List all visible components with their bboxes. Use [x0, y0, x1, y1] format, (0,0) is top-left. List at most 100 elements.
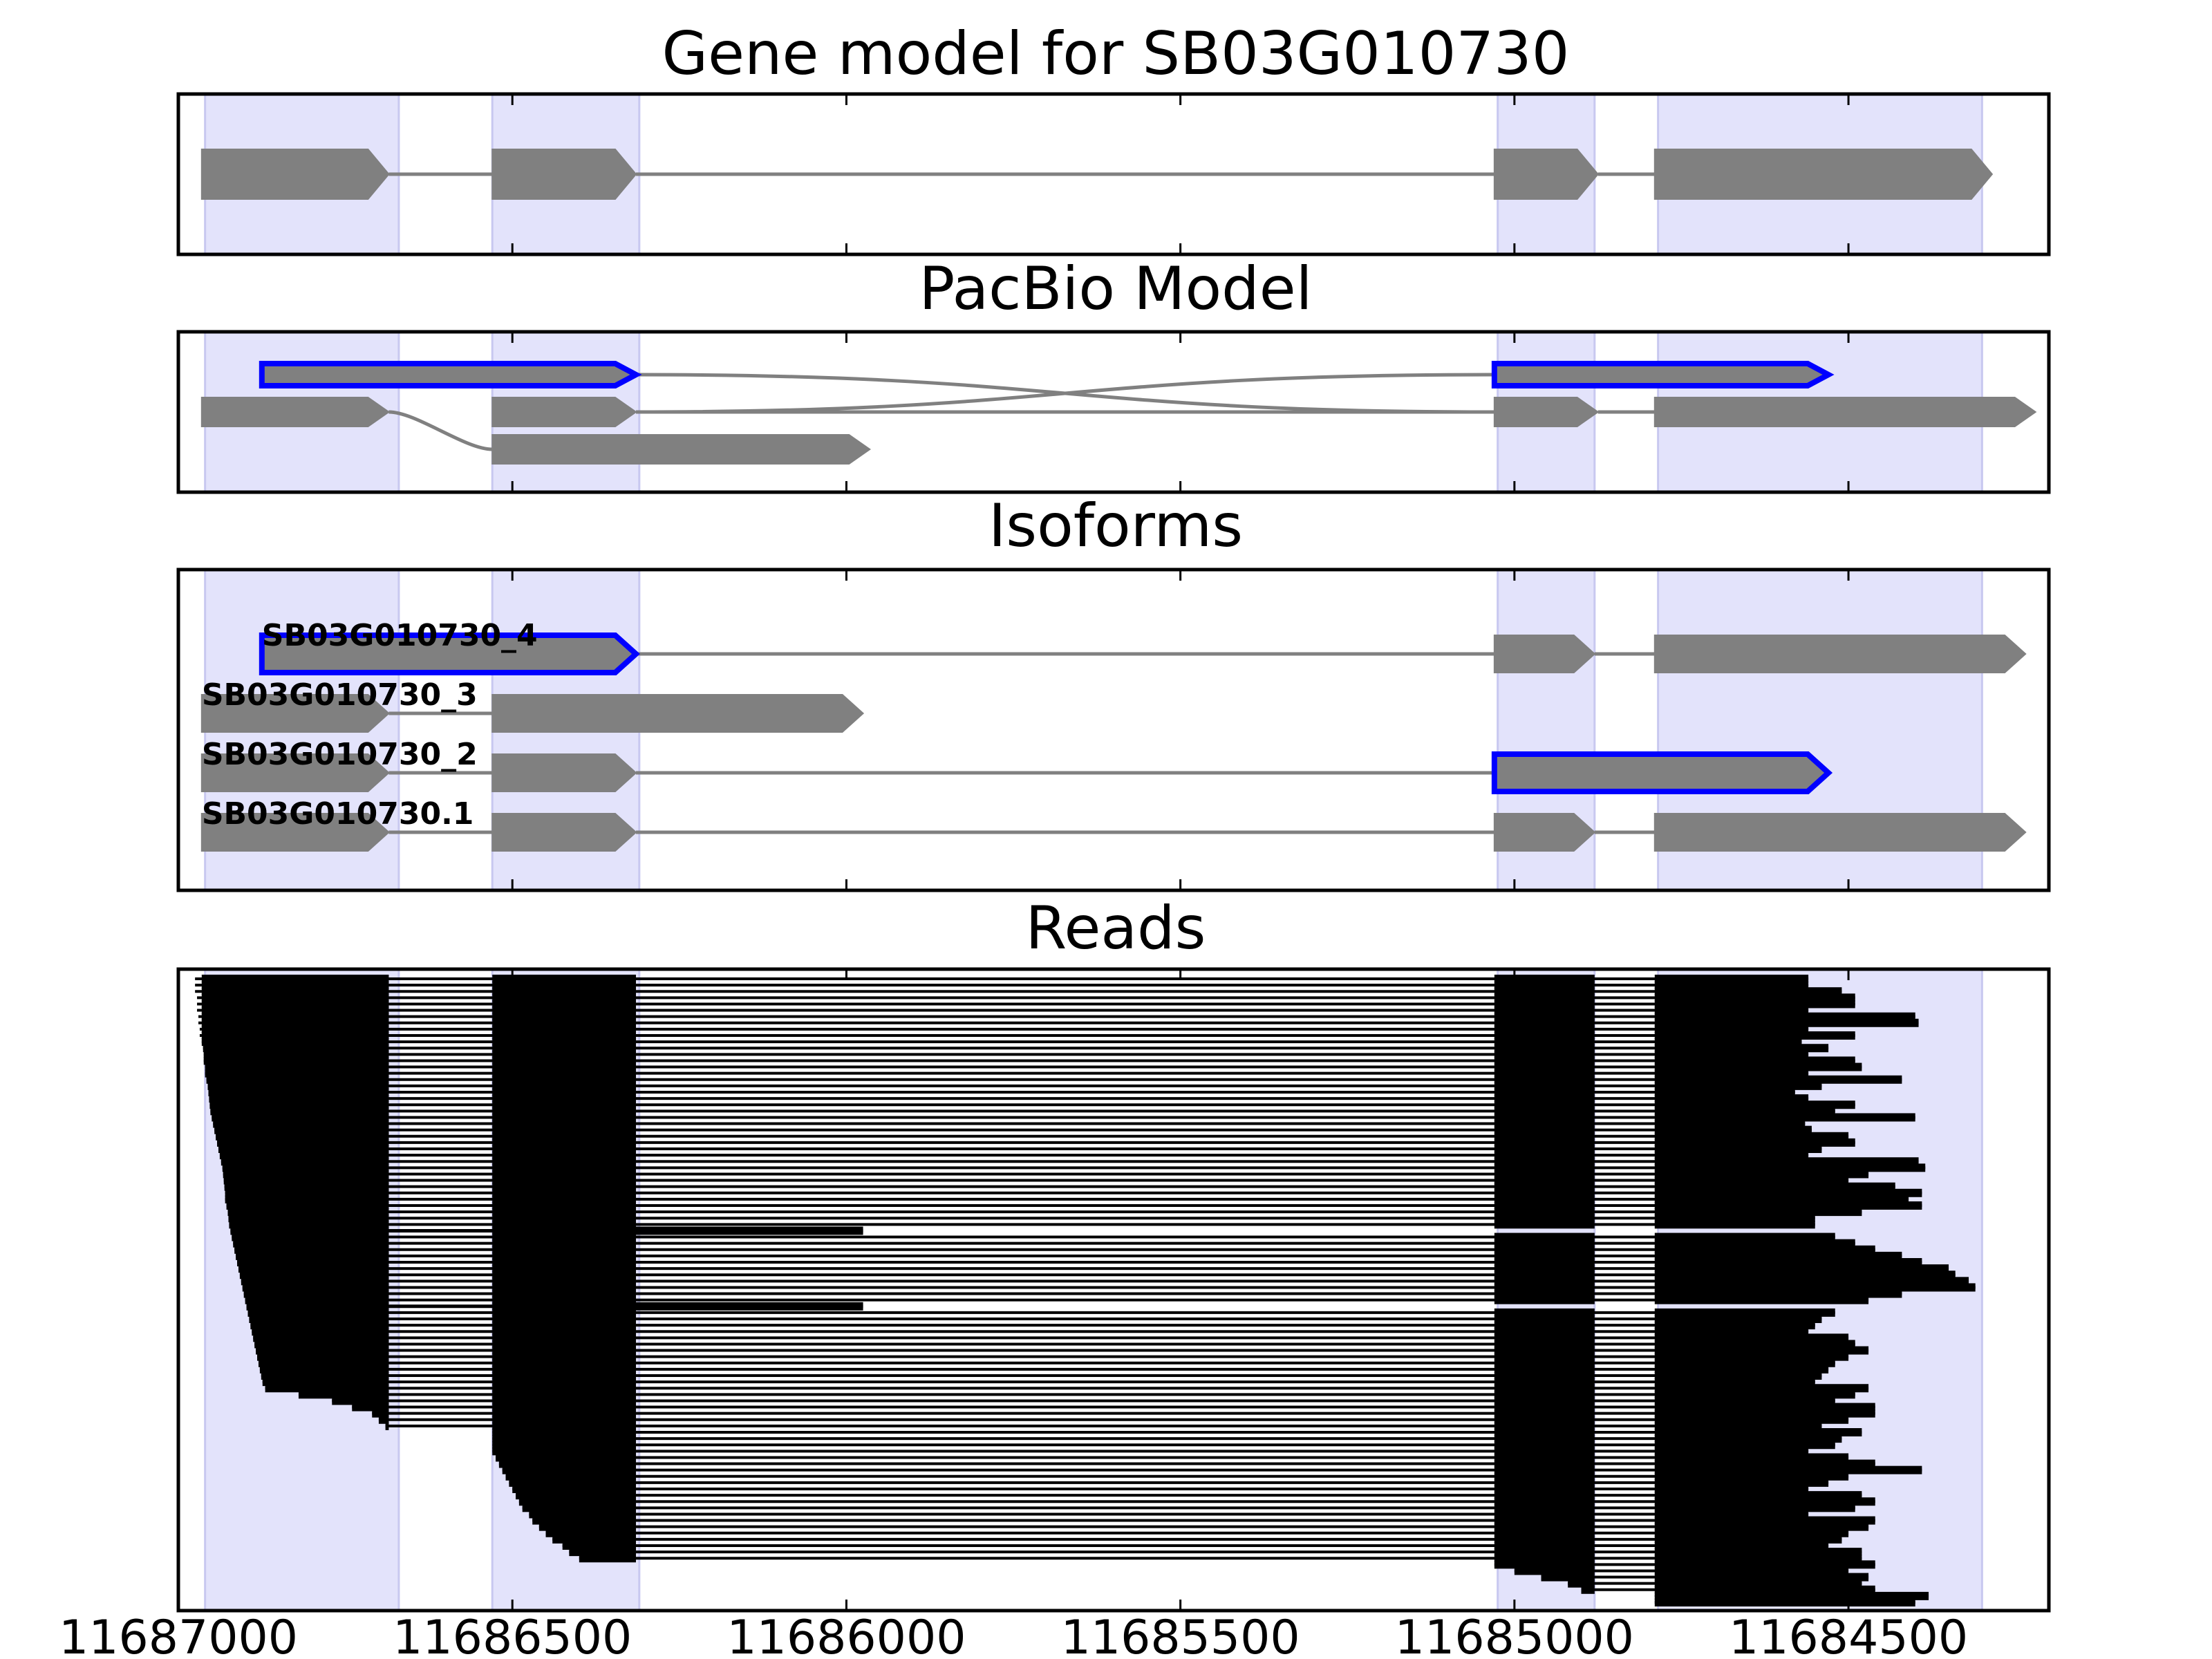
read-block	[1494, 1182, 1595, 1191]
read-block	[207, 1081, 389, 1090]
isoform-track: SB03G010730_2	[200, 737, 1833, 794]
splice-curve	[636, 373, 1494, 414]
read	[223, 1176, 1849, 1185]
read-block	[1654, 1321, 1815, 1330]
read-block	[223, 1176, 389, 1185]
read-block	[1494, 1295, 1595, 1304]
read-block	[1494, 1075, 1595, 1084]
read-block	[238, 1264, 389, 1273]
read-block	[1494, 1541, 1595, 1550]
read-block	[1654, 1295, 1869, 1304]
read-block	[509, 1478, 637, 1487]
read-block	[1654, 1145, 1822, 1153]
read	[209, 1094, 1809, 1103]
highlighted-exon	[259, 632, 640, 675]
read	[247, 1308, 1835, 1317]
read-block	[1654, 1528, 1849, 1537]
read-block	[1654, 1094, 1809, 1103]
read-block	[1654, 1548, 1862, 1557]
read-block	[492, 1277, 637, 1286]
x-tick-label: 11687000	[59, 1611, 298, 1659]
read-block	[1654, 1421, 1822, 1430]
read-block	[492, 1188, 637, 1197]
read-block	[492, 1283, 637, 1292]
read	[209, 1100, 1855, 1109]
read-block	[516, 1491, 637, 1500]
reads-title: Reads	[1026, 894, 1206, 963]
isoform-track: SB03G010730.1	[200, 796, 2027, 852]
read	[228, 1214, 1815, 1223]
read-block	[1494, 1050, 1595, 1059]
read	[195, 981, 1809, 990]
exon	[1493, 149, 1599, 200]
read-block	[1654, 1522, 1869, 1531]
read-block	[1494, 981, 1595, 990]
read-block	[1654, 1409, 1875, 1418]
read-block	[1654, 1503, 1855, 1512]
read	[552, 1535, 1842, 1544]
read-block	[1654, 1472, 1849, 1481]
read-block	[502, 1465, 637, 1474]
read-block	[1654, 1138, 1855, 1147]
read-block	[1494, 993, 1595, 1002]
read-block	[1494, 1384, 1595, 1393]
read-block	[492, 1044, 637, 1053]
read	[234, 1245, 1875, 1254]
read-block	[492, 1100, 637, 1109]
read	[1514, 1566, 1849, 1575]
read-block	[1654, 1358, 1835, 1367]
read-block	[1494, 1472, 1595, 1481]
read	[203, 1050, 1809, 1059]
read-block	[1654, 1598, 1915, 1606]
read-block	[1494, 1258, 1595, 1266]
read	[233, 1239, 1855, 1248]
read-block	[1654, 1188, 1922, 1197]
read-block	[492, 1151, 637, 1160]
read-block	[1654, 1062, 1862, 1071]
read-block	[203, 1056, 389, 1065]
isoform-track: SB03G010730_4	[259, 618, 2027, 675]
read-block	[1654, 975, 1809, 983]
read-block	[492, 1113, 637, 1122]
read-block	[1654, 1378, 1815, 1387]
read-block	[1654, 1283, 1976, 1292]
read-block	[218, 1145, 389, 1153]
read-block	[1654, 1428, 1862, 1436]
read	[195, 975, 1809, 983]
read-block	[201, 1018, 389, 1027]
read	[197, 1006, 1809, 1015]
read-block	[1494, 1510, 1595, 1519]
read-block	[492, 1346, 637, 1355]
reads-panel	[176, 967, 2051, 1613]
read-block	[243, 1289, 389, 1298]
read	[1581, 1585, 1875, 1594]
read-block	[1654, 1516, 1875, 1525]
read-block	[1654, 1038, 1802, 1047]
read	[492, 1447, 1809, 1456]
read-block	[492, 1145, 637, 1153]
read	[332, 1396, 1835, 1405]
read-block	[1494, 1560, 1595, 1569]
read-block	[492, 1371, 637, 1380]
read-block	[1654, 1491, 1862, 1500]
read-block	[1494, 1251, 1595, 1260]
read-block	[1494, 1038, 1595, 1047]
read	[1541, 1573, 1869, 1582]
read-block	[1654, 1535, 1842, 1544]
read-block	[492, 1327, 637, 1336]
read-block	[1654, 1000, 1855, 1009]
read	[198, 1012, 1915, 1021]
read-block	[1494, 1163, 1595, 1172]
exon	[491, 149, 637, 200]
read-block	[1494, 1365, 1595, 1374]
read	[492, 1428, 1862, 1436]
x-axis-tick-labels: 11687000 11686500 11686000 11685500 11685000…	[59, 1611, 1968, 1659]
read-block	[201, 1031, 389, 1040]
read	[252, 1327, 1809, 1336]
highlighted-exon	[1491, 751, 1833, 794]
read-block	[1654, 1415, 1849, 1424]
read-block	[492, 1094, 637, 1103]
read-block	[492, 1428, 637, 1436]
read	[206, 1075, 1902, 1084]
read-block	[1654, 1541, 1829, 1550]
